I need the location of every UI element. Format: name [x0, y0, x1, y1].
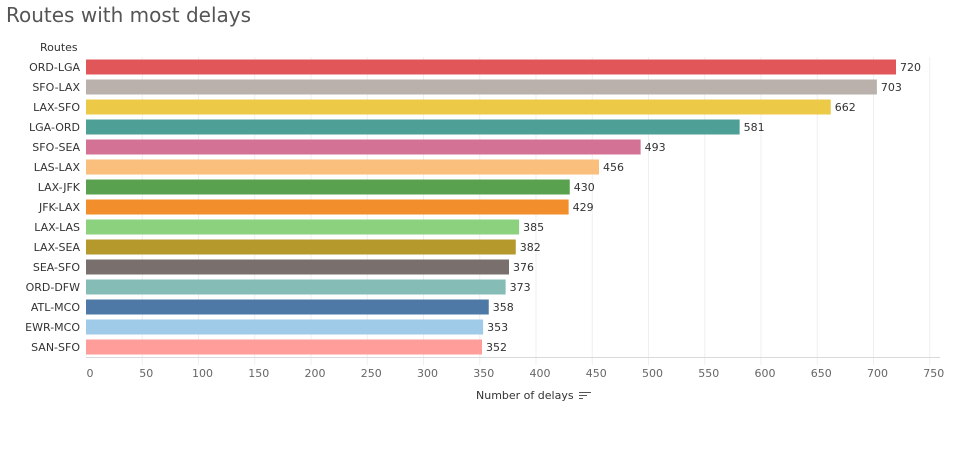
- bar: [86, 179, 570, 195]
- category-label: LAX-JFK: [38, 181, 81, 194]
- category-label: LAS-LAX: [34, 161, 81, 174]
- bar: [86, 199, 569, 215]
- category-label: LAX-SEA: [34, 241, 81, 254]
- bar: [86, 239, 516, 255]
- x-tick-label: 400: [530, 367, 551, 380]
- bar: [86, 99, 831, 115]
- category-label: LAX-SFO: [33, 101, 80, 114]
- data-label: 376: [513, 261, 534, 274]
- category-label: LGA-ORD: [29, 121, 80, 134]
- x-axis-title-group: Number of delays: [476, 389, 591, 402]
- x-tick-label: 50: [139, 367, 153, 380]
- x-axis-title: Number of delays: [476, 389, 574, 402]
- x-tick-label: 500: [642, 367, 663, 380]
- bar: [86, 219, 520, 235]
- x-tick-label: 700: [867, 367, 888, 380]
- category-label: LAX-LAS: [34, 221, 80, 234]
- bar: [86, 339, 482, 355]
- x-tick-label: 450: [586, 367, 607, 380]
- data-label: 382: [520, 241, 541, 254]
- bar: [86, 159, 599, 175]
- category-label: SAN-SFO: [31, 341, 80, 354]
- row-header: Routes: [40, 41, 78, 54]
- bar: [86, 299, 489, 315]
- bar: [86, 79, 877, 95]
- category-label: ORD-LGA: [29, 61, 80, 74]
- data-label: 581: [744, 121, 765, 134]
- bar: [86, 259, 509, 275]
- x-tick-label: 100: [192, 367, 213, 380]
- data-label: 358: [493, 301, 514, 314]
- bar: [86, 119, 740, 135]
- category-label: JFK-LAX: [38, 201, 81, 214]
- bar: [86, 139, 641, 155]
- category-label: EWR-MCO: [25, 321, 80, 334]
- data-label: 352: [486, 341, 507, 354]
- x-tick-label: 650: [811, 367, 832, 380]
- x-tick-label: 350: [473, 367, 494, 380]
- category-label: SFO-SEA: [32, 141, 80, 154]
- x-tick-label: 250: [361, 367, 382, 380]
- data-label: 385: [523, 221, 544, 234]
- sort-descending-icon[interactable]: [578, 391, 591, 401]
- x-tick-label: 300: [417, 367, 438, 380]
- data-label: 456: [603, 161, 624, 174]
- data-label: 430: [574, 181, 595, 194]
- category-label: SEA-SFO: [33, 261, 80, 274]
- x-tick-label: 550: [698, 367, 719, 380]
- data-label: 720: [900, 61, 921, 74]
- chart-title: Routes with most delays: [6, 3, 252, 27]
- x-tick-label: 200: [305, 367, 326, 380]
- data-label: 353: [487, 321, 508, 334]
- x-tick-label: 750: [923, 367, 944, 380]
- data-label: 493: [645, 141, 666, 154]
- bar: [86, 59, 896, 75]
- x-tick-label: 150: [248, 367, 269, 380]
- category-label: ATL-MCO: [31, 301, 80, 314]
- bar: [86, 279, 506, 295]
- data-label: 429: [573, 201, 594, 214]
- bar: [86, 319, 484, 335]
- category-label: SFO-LAX: [32, 81, 80, 94]
- x-tick-label: 0: [87, 367, 94, 380]
- data-label: 373: [510, 281, 531, 294]
- data-label: 662: [835, 101, 856, 114]
- x-tick-label: 600: [755, 367, 776, 380]
- category-label: ORD-DFW: [26, 281, 81, 294]
- data-label: 703: [881, 81, 902, 94]
